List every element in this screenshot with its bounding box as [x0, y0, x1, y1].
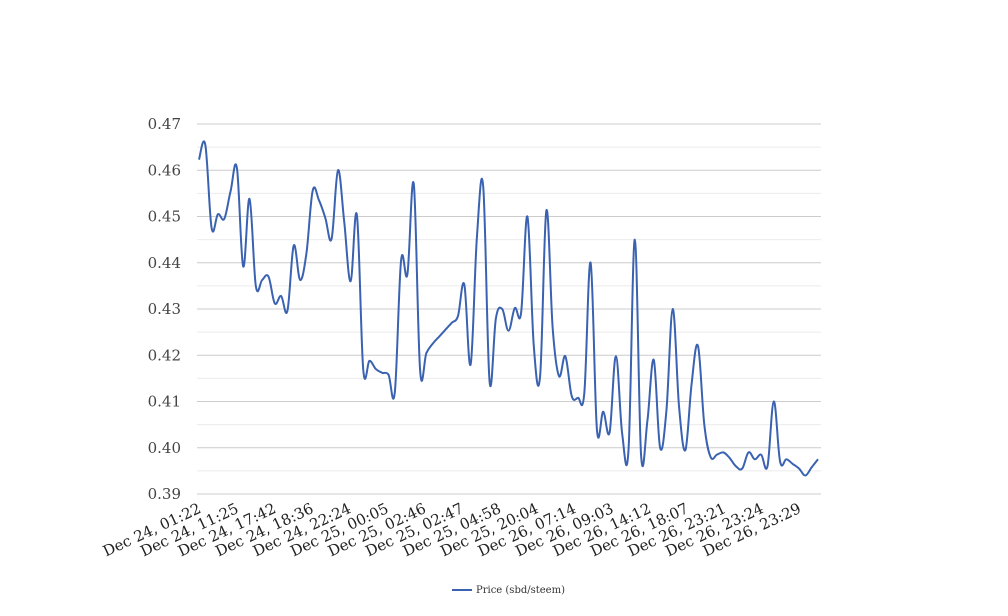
y-tick-label: 0.40	[148, 439, 181, 457]
series-lines	[198, 140, 819, 477]
legend-label-price: Price (sbd/steem)	[476, 585, 565, 596]
grid-lines	[197, 123, 821, 495]
y-tick-label: 0.46	[148, 161, 181, 179]
y-tick-label: 0.42	[148, 346, 181, 364]
y-axis-tick-labels: 0.39 0.40 0.41 0.42 0.43 0.44 0.45 0.46 0.47	[148, 115, 181, 503]
y-tick-label: 0.47	[148, 115, 181, 133]
y-tick-label: 0.39	[148, 485, 181, 503]
y-tick-label: 0.44	[148, 254, 181, 272]
legend: Price (sbd/steem)	[452, 585, 565, 596]
y-tick-label: 0.41	[148, 393, 181, 411]
y-tick-label: 0.43	[148, 300, 181, 318]
y-tick-label: 0.45	[148, 208, 181, 226]
series-line-price	[198, 140, 819, 477]
